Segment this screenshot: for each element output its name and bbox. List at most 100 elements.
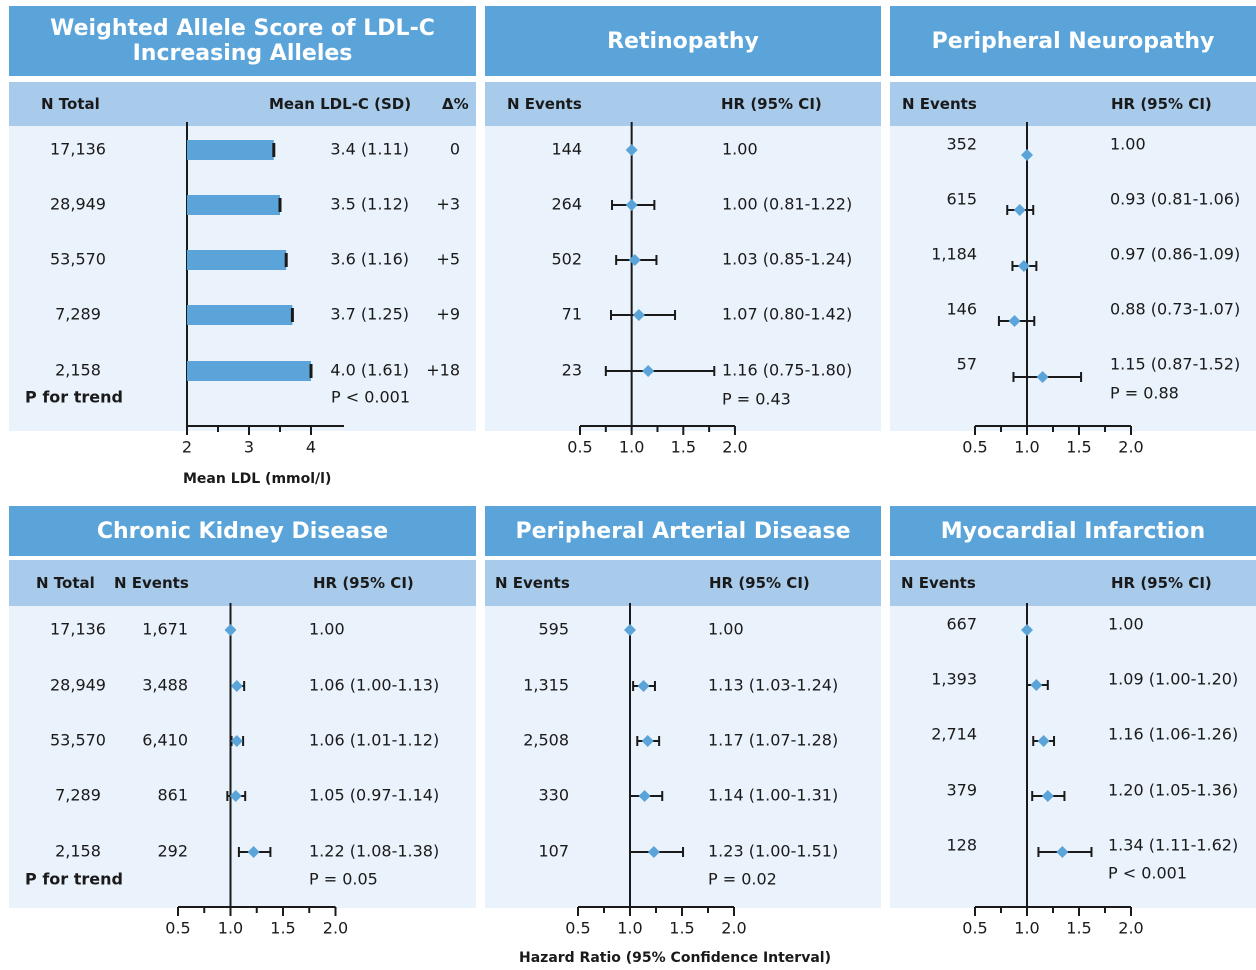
hr-ci-label: 1.17 (1.07-1.28) [708,731,838,750]
p-value: P = 0.88 [1110,384,1179,403]
x-tick-label: 2 [182,438,192,457]
header-mean-ldl: Mean LDL-C (SD) [269,95,412,113]
hr-point [632,309,645,321]
n-events-value: 57 [957,355,977,374]
panel-chronic-kidney-disease: Chronic Kidney Disease N Total N Events … [9,506,476,908]
hr-point [1021,149,1033,161]
hr-point [638,790,651,802]
header-hr-ci: HR (95% CI) [1111,574,1212,592]
n-events-value: 128 [946,836,977,855]
panel-title: Retinopathy [485,6,881,76]
header-n-total: N Total [41,95,100,113]
n-events-value: 71 [562,305,582,324]
header-n-total: N Total [36,574,95,592]
n-events-value: 3,488 [142,676,188,695]
header-hr-ci: HR (95% CI) [709,574,810,592]
n-events-value: 379 [946,781,977,800]
n-events-value: 595 [538,620,569,639]
p-trend-label: P for trend [25,870,123,889]
panel-body [485,606,881,908]
n-events-value: 264 [551,195,582,214]
hr-point [1021,624,1033,636]
panel-header: N Total Mean LDL-C (SD) Δ% [9,82,476,126]
hr-ci-label: 1.00 [1108,615,1144,634]
bar [187,140,274,160]
mean-ldl-label: 3.5 (1.12) [330,195,409,214]
x-tick-label: 2.0 [1118,438,1143,457]
hr-point [1037,735,1050,747]
mean-ldl-label: 3.7 (1.25) [330,305,409,324]
hr-ci-label: 1.06 (1.00-1.13) [309,676,439,695]
n-total-value: 7,289 [55,305,101,324]
hr-point [625,199,638,211]
n-events-value: 23 [562,361,582,380]
hr-ci-label: 1.05 (0.97-1.14) [309,786,439,805]
hr-ci-label: 1.00 (0.81-1.22) [722,195,852,214]
header-n-events: N Events [902,95,977,113]
hr-point [1017,260,1030,272]
header-hr-ci: HR (95% CI) [1111,95,1212,113]
panel-title: Chronic Kidney Disease [9,506,476,556]
p-value: P = 0.02 [708,870,777,889]
hr-ci-label: 1.06 (1.01-1.12) [309,731,439,750]
x-tick-label: 1.5 [1066,438,1091,457]
header-hr-ci: HR (95% CI) [313,574,414,592]
x-tick-label: 2.0 [721,919,746,938]
bar [187,305,293,325]
hr-ci-label: 1.00 [1110,135,1146,154]
hr-ci-label: 1.16 (1.06-1.26) [1108,725,1238,744]
panel-body [9,606,476,908]
hr-point [1056,846,1069,858]
hr-point [1013,204,1026,216]
x-tick-label: 0.5 [962,919,987,938]
header-hr-ci: HR (95% CI) [721,95,822,113]
delta-pct-value: +18 [426,361,460,380]
panel-title: Peripheral Arterial Disease [485,506,881,556]
n-events-value: 1,184 [931,245,977,264]
hr-point [624,624,636,636]
p-value: P = 0.05 [309,870,378,889]
hr-ci-label: 1.00 [309,620,345,639]
header-delta-pct: Δ% [442,95,469,113]
x-tick-label: 2.0 [1118,919,1143,938]
n-total-value: 53,570 [50,731,106,750]
delta-pct-value: +9 [436,305,460,324]
n-events-value: 1,671 [142,620,188,639]
hr-ci-label: 1.14 (1.00-1.31) [708,786,838,805]
hr-ci-label: 1.20 (1.05-1.36) [1108,781,1238,800]
x-tick-label: 2.0 [722,438,747,457]
x-tick-label: 0.5 [165,919,190,938]
hr-point [1008,315,1021,327]
n-events-value: 1,393 [931,670,977,689]
n-total-value: 7,289 [55,786,101,805]
x-tick-label: 1.5 [1066,919,1091,938]
hr-point [637,680,650,692]
n-total-value: 28,949 [50,676,106,695]
n-events-value: 667 [946,615,977,634]
x-tick-label: 1.0 [1014,438,1039,457]
n-events-value: 2,508 [523,731,569,750]
hr-point [230,735,243,747]
bar [187,195,280,215]
hr-point [628,254,641,266]
x-tick-label: 1.0 [218,919,243,938]
p-trend-label: P for trend [25,388,123,407]
p-value: P = 0.43 [722,390,791,409]
n-events-value: 1,315 [523,676,569,695]
x-axis-title-hazard-ratio: Hazard Ratio (95% Confidence Interval) [519,950,831,966]
n-total-value: 2,158 [55,361,101,380]
panel-peripheral-arterial-disease: Peripheral Arterial Disease N Events HR … [485,506,881,908]
panel-peripheral-neuropathy: Peripheral Neuropathy N Events HR (95% C… [890,6,1256,431]
delta-pct-value: +5 [436,250,460,269]
panel-header: N Events HR (95% CI) [890,560,1256,606]
n-events-value: 146 [946,300,977,319]
x-tick-label: 1.0 [1014,919,1039,938]
hr-ci-label: 1.23 (1.00-1.51) [708,842,838,861]
n-events-value: 330 [538,786,569,805]
hr-ci-label: 0.88 (0.73-1.07) [1110,300,1240,319]
mean-ldl-label: 3.4 (1.11) [330,140,409,159]
n-events-value: 615 [946,190,977,209]
delta-pct-value: 0 [450,140,460,159]
hr-ci-label: 1.03 (0.85-1.24) [722,250,852,269]
